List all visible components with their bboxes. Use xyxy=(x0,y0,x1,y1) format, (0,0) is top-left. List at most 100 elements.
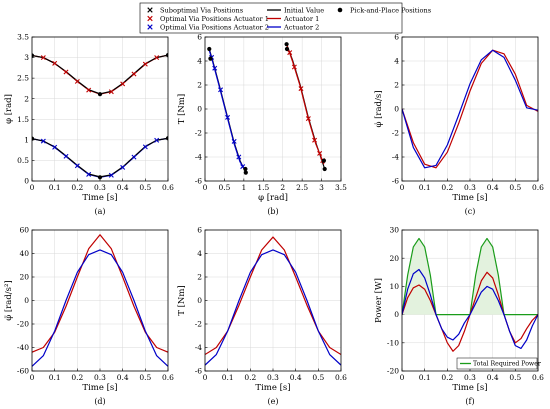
y-tick-label: -2 xyxy=(392,129,400,138)
data-point-dot xyxy=(321,158,327,163)
x-tick-label: 0.4 xyxy=(117,183,129,192)
data-point-x xyxy=(142,61,148,67)
data-point-dot xyxy=(32,53,35,58)
series-line-3 xyxy=(286,45,325,165)
panels: 0 0.1 0.2 0.3 0.4 0.5 0.6 0 0.5 1 1.5 2 2.5 3 3.5 Time … xyxy=(4,33,544,406)
legend-marker-x xyxy=(147,7,153,13)
y-tick-label: -2 xyxy=(195,129,203,138)
data-point-x xyxy=(236,154,242,160)
y-tick-label: 6 xyxy=(197,33,202,42)
x-tick-label: 0.3 xyxy=(94,183,106,192)
y-tick-label: 0 xyxy=(24,177,29,186)
y-tick-label: 6 xyxy=(197,226,202,235)
data-point-dot xyxy=(32,136,35,141)
data-point-x xyxy=(312,137,318,143)
y-axis-label: T [Nm] xyxy=(177,285,187,316)
x-tick-label: 0.1 xyxy=(419,183,431,192)
data-point-x xyxy=(120,81,126,87)
x-tick-label: 3 xyxy=(319,183,324,192)
data-point-dot xyxy=(322,166,327,172)
x-tick-label: 0.2 xyxy=(244,373,256,382)
x-tick-label: 0.3 xyxy=(267,373,279,382)
data-point-x xyxy=(86,171,92,177)
y-tick-label: 2 xyxy=(197,273,202,282)
axes-frame xyxy=(31,229,169,372)
axes-frame xyxy=(204,229,342,372)
x-tick-label: 0.5 xyxy=(218,183,230,192)
legend-marker-dot xyxy=(337,7,343,13)
panel-caption: (b) xyxy=(267,207,278,216)
data-point-x xyxy=(40,55,46,61)
x-tick-label: 0.5 xyxy=(139,373,151,382)
plot-area xyxy=(402,237,538,352)
x-tick-label: 0.4 xyxy=(290,373,302,382)
chart-panel-c: 0 0.1 0.2 0.3 0.4 0.5 0.6 -6 -4 -2 0 2 4 6 Time [s] φ̇ … xyxy=(374,33,544,216)
legend-marker-x xyxy=(147,24,153,30)
y-tick-label: -2 xyxy=(195,320,203,329)
series-line-1 xyxy=(32,249,168,367)
x-tick-label: 2.5 xyxy=(296,183,308,192)
x-axis-label: Time [s] xyxy=(452,383,487,393)
x-tick-label: 0.1 xyxy=(49,373,61,382)
y-tick-label: 3.5 xyxy=(17,33,29,42)
data-point-x xyxy=(52,144,58,150)
y-tick-label: 60 xyxy=(19,226,29,235)
plot-area xyxy=(402,49,538,169)
y-tick-label: 2 xyxy=(394,81,399,90)
x-tick-label: 0 xyxy=(400,183,405,192)
x-axis-label: φ [rad] xyxy=(258,193,288,203)
series-line-1 xyxy=(402,49,538,169)
x-tick-label: 0.2 xyxy=(441,373,453,382)
data-point-x xyxy=(291,64,297,70)
plot-area xyxy=(32,234,168,367)
panel-caption: (c) xyxy=(465,207,476,216)
y-tick-label: 4 xyxy=(394,57,399,66)
panel-legend-box xyxy=(456,357,538,370)
data-point-dot xyxy=(97,175,103,180)
data-point-x xyxy=(86,87,92,93)
y-tick-label: -6 xyxy=(392,177,400,186)
series-line-1 xyxy=(208,50,246,171)
data-point-dot xyxy=(243,166,248,172)
y-tick-label: -6 xyxy=(195,367,203,376)
plot-area xyxy=(207,42,327,175)
y-tick-label: -4 xyxy=(392,153,400,162)
chart-panel-e: 0 0.1 0.2 0.3 0.4 0.5 0.6 -6 -4 -2 0 2 4 6 Time [s] T [… xyxy=(177,226,347,406)
y-axis-label: φ̇ [rad/s] xyxy=(374,90,384,127)
y-tick-label: 0 xyxy=(24,296,29,305)
data-point-x xyxy=(142,144,148,150)
x-tick-label: 0.6 xyxy=(532,373,544,382)
panel-caption: (a) xyxy=(94,207,105,216)
data-point-x xyxy=(74,163,80,169)
chart-panel-b: 0 0.5 1 1.5 2 2.5 3 3.5 -6 -4 -2 0 2 4 6 φ [rad] T [Nm] (… xyxy=(177,33,347,216)
data-point-x xyxy=(231,138,237,144)
data-point-x xyxy=(225,114,231,120)
data-point-dot xyxy=(208,56,213,61)
x-tick-label: 0.6 xyxy=(335,373,347,382)
x-tick-label: 0.2 xyxy=(441,183,453,192)
chart-panel-d: 0 0.1 0.2 0.3 0.4 0.5 0.6 -60 -40 -20 0 20 40 60 Time … xyxy=(4,226,174,406)
x-tick-label: 0.6 xyxy=(532,183,544,192)
x-tick-label: 0.5 xyxy=(312,373,324,382)
y-tick-label: 0.5 xyxy=(17,156,29,165)
x-tick-label: 0 xyxy=(400,373,405,382)
series-line-1 xyxy=(205,249,341,366)
y-tick-label: 30 xyxy=(389,226,399,235)
y-tick-label: 2 xyxy=(197,81,202,90)
x-tick-label: 1.5 xyxy=(257,183,269,192)
legend-label: Optimal Via Positions Actuator 1 xyxy=(160,15,269,23)
x-tick-label: 0.3 xyxy=(94,373,106,382)
plot-area xyxy=(32,53,168,180)
y-tick-label: 20 xyxy=(19,273,29,282)
data-point-x xyxy=(317,150,323,156)
x-axis-label: Time [s] xyxy=(452,193,487,203)
y-tick-label: -20 xyxy=(387,367,399,376)
y-tick-label: -20 xyxy=(17,320,29,329)
y-tick-label: 0 xyxy=(197,105,202,114)
y-tick-label: -60 xyxy=(17,367,29,376)
x-tick-label: 0 xyxy=(30,183,35,192)
x-tick-label: 1 xyxy=(241,183,246,192)
data-point-x xyxy=(63,69,69,75)
y-tick-label: 20 xyxy=(389,254,399,263)
axes-frame xyxy=(401,36,539,182)
